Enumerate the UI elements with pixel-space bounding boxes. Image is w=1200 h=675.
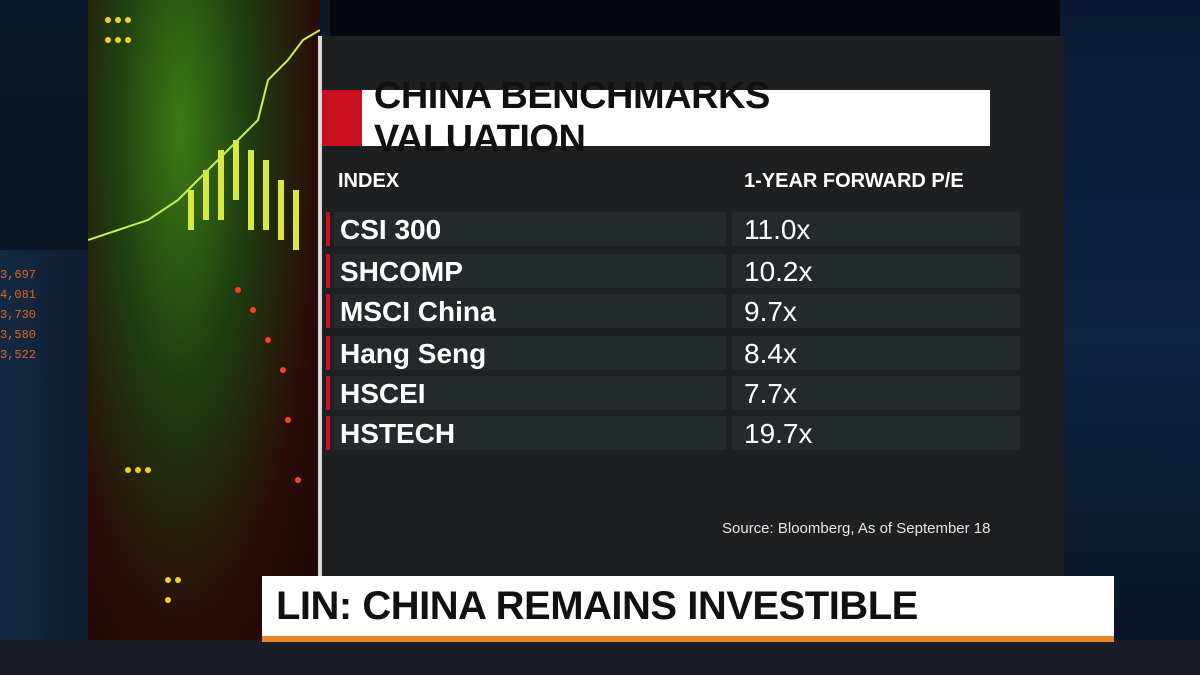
background-market-chart: [87, 0, 321, 640]
row-accent: [326, 416, 330, 450]
ticker-value: 3,730: [0, 308, 37, 322]
background-ticker-board: 3,697 4,081 3,730 3,580 3,522: [0, 250, 95, 670]
table-row: SHCOMP 10.2x: [326, 252, 1020, 290]
index-name: CSI 300: [340, 214, 442, 245]
graphic-title: CHINA BENCHMARKS VALUATION: [373, 75, 770, 160]
graphic-title-bar: CHINA BENCHMARKS VALUATION: [322, 75, 990, 160]
row-band: [732, 336, 1020, 370]
row-band: [732, 416, 1020, 450]
row-band: [334, 336, 726, 370]
pe-value: 19.7x: [744, 418, 813, 449]
table-row: Hang Seng 8.4x: [326, 334, 1020, 372]
pe-value: 10.2x: [744, 256, 813, 287]
column-header-pe: 1-YEAR FORWARD P/E: [744, 170, 964, 192]
ticker-value: 3,697: [0, 268, 37, 282]
column-header-index: INDEX: [338, 170, 400, 192]
ticker-value: 3,522: [0, 348, 37, 362]
table-row: HSCEI 7.7x: [326, 374, 1020, 412]
row-band: [732, 294, 1020, 328]
row-band: [732, 212, 1020, 246]
index-name: Hang Seng: [340, 338, 487, 369]
index-name: MSCI China: [340, 296, 496, 327]
pe-value: 11.0x: [744, 214, 811, 245]
row-accent: [326, 336, 330, 370]
index-name: SHCOMP: [340, 256, 463, 287]
table-row: MSCI China 9.7x: [326, 292, 1020, 330]
lower-third-headline: LIN: CHINA REMAINS INVESTIBLE: [276, 584, 918, 628]
row-band: [334, 254, 726, 288]
index-name: HSCEI: [340, 378, 426, 409]
row-band: [732, 376, 1020, 410]
pe-value: 7.7x: [744, 378, 797, 409]
row-accent: [326, 212, 330, 246]
candlestick-chart-graphic: [87, 17, 321, 603]
source-note: Source: Bloomberg, As of September 18: [722, 520, 991, 537]
background-floor: [0, 640, 1200, 675]
row-band: [334, 416, 726, 450]
row-accent: [326, 294, 330, 328]
row-band: [334, 212, 726, 246]
table-row: HSTECH 19.7x: [326, 414, 1020, 452]
row-accent: [326, 376, 330, 410]
title-accent-bar: [322, 90, 362, 146]
background-city-skyline: [1060, 0, 1200, 675]
row-accent: [326, 254, 330, 288]
pe-value: 8.4x: [744, 338, 797, 369]
index-name: HSTECH: [340, 418, 456, 449]
row-band: [334, 294, 726, 328]
ticker-value: 3,580: [0, 328, 37, 342]
row-band: [732, 254, 1020, 288]
table-row: CSI 300 11.0x: [326, 210, 1020, 248]
ticker-value: 4,081: [0, 288, 37, 302]
lower-third-banner: LIN: CHINA REMAINS INVESTIBLE: [262, 576, 1114, 642]
row-band: [334, 376, 726, 410]
pe-value: 9.7x: [744, 296, 797, 327]
